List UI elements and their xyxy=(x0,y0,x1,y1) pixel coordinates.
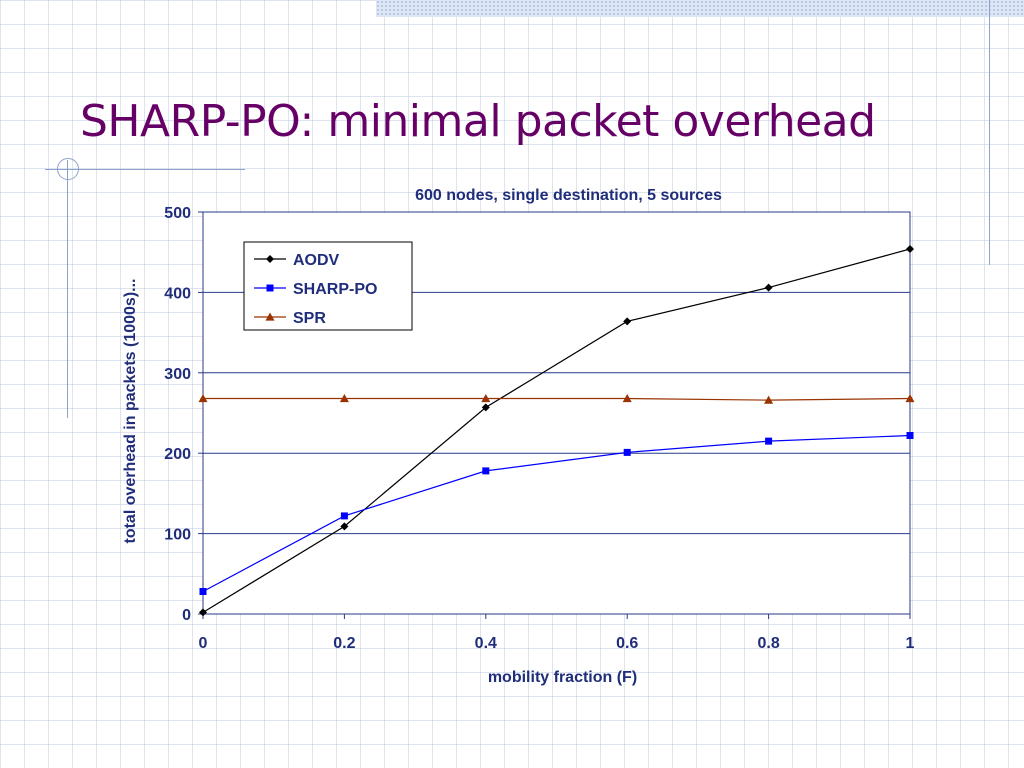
x-axis-label: mobility fraction (F) xyxy=(488,669,637,686)
data-point-aodv xyxy=(340,522,349,531)
left-decorative-line xyxy=(67,160,68,418)
right-decorative-line xyxy=(989,0,990,265)
x-tick-label: 0.2 xyxy=(333,635,355,652)
data-point-spr xyxy=(481,394,491,403)
data-point-sharp-po xyxy=(340,512,348,520)
data-point-spr xyxy=(905,394,915,403)
data-point-sharp-po xyxy=(623,448,631,456)
legend-label-aodv: AODV xyxy=(293,252,340,269)
data-point-aodv xyxy=(906,244,914,253)
series-line-spr xyxy=(203,397,911,401)
data-point-aodv xyxy=(764,283,773,292)
data-point-sharp-po xyxy=(199,587,207,595)
x-tick-label: 0.6 xyxy=(616,635,638,652)
legend-marker-aodv xyxy=(266,255,274,263)
y-tick-label: 400 xyxy=(164,285,191,302)
chart-title: 600 nodes, single destination, 5 sources xyxy=(415,187,722,204)
series-line-sharp-po xyxy=(202,434,911,593)
plot-border xyxy=(202,211,911,615)
x-tick-label: 1 xyxy=(906,635,915,652)
data-point-aodv xyxy=(199,608,207,617)
y-tick-label: 500 xyxy=(164,205,191,222)
top-decorative-band xyxy=(376,0,1024,17)
x-tick-label: 0.8 xyxy=(757,635,779,652)
legend-label-sharp-po: SHARP-PO xyxy=(293,281,377,298)
data-point-aodv xyxy=(481,403,490,412)
data-point-sharp-po xyxy=(906,432,914,440)
x-tick-label: 0.4 xyxy=(475,635,497,652)
series-line-aodv xyxy=(202,248,911,613)
legend-marker-spr xyxy=(265,312,275,321)
data-point-spr xyxy=(764,395,774,404)
y-axis-label: total overhead in packets (1000s)... xyxy=(122,279,139,544)
y-tick-label: 0 xyxy=(182,607,191,624)
data-point-sharp-po xyxy=(765,437,773,445)
legend-label-spr: SPR xyxy=(293,310,326,327)
y-tick-label: 200 xyxy=(164,446,191,463)
data-point-spr xyxy=(339,394,349,403)
y-tick-label: 300 xyxy=(164,366,191,383)
legend-marker-sharp-po xyxy=(266,284,274,292)
x-tick-label: 0 xyxy=(199,635,208,652)
title-underline-decoration xyxy=(45,169,245,170)
data-point-spr xyxy=(198,394,208,403)
data-point-sharp-po xyxy=(482,467,490,475)
circle-decoration xyxy=(57,158,79,180)
data-point-aodv xyxy=(623,317,632,326)
y-tick-label: 100 xyxy=(164,527,191,544)
data-point-spr xyxy=(622,394,632,403)
slide-title: SHARP-PO: minimal packet overhead xyxy=(80,96,876,147)
